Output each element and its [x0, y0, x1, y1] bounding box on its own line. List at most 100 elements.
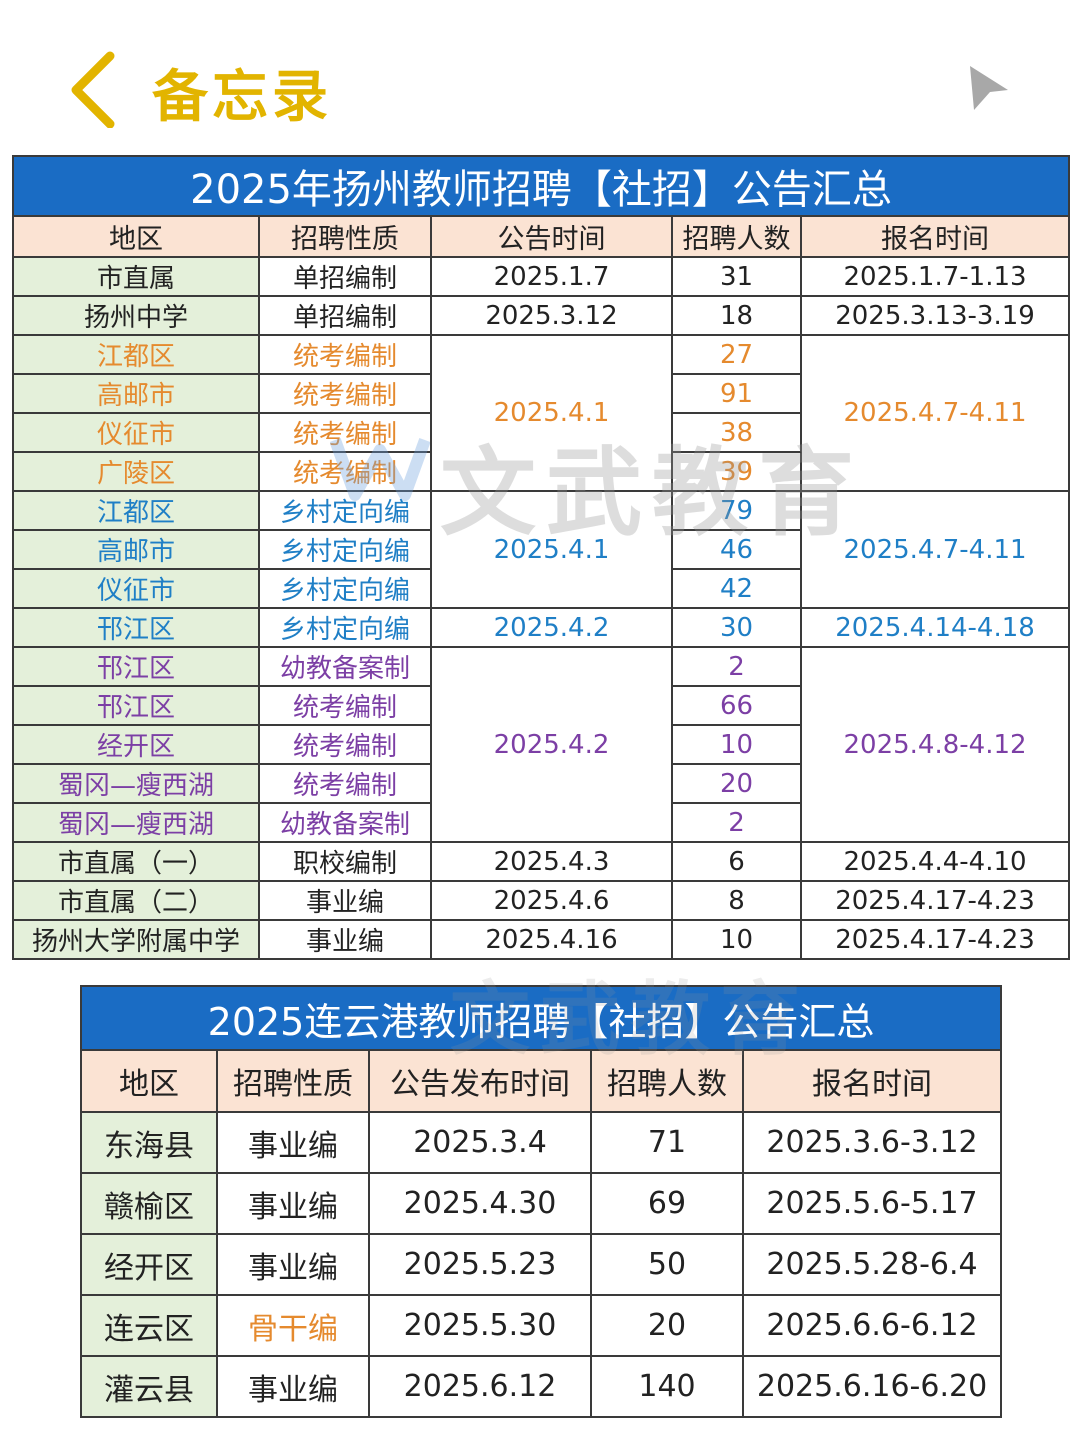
- region-cell: 仪征市: [12, 412, 260, 453]
- type-cell: 幼教备案制: [258, 802, 432, 843]
- announce-date-cell: 2025.4.30: [368, 1172, 592, 1235]
- signup-date-cell: 2025.3.6-3.12: [741, 1111, 1003, 1174]
- table-title: 2025年扬州教师招聘【社招】公告汇总: [11, 155, 1071, 217]
- announce-date-cell: 2025.5.23: [368, 1233, 592, 1296]
- region-cell: 蜀冈—瘦西湖: [12, 763, 260, 804]
- count-cell: 8: [671, 880, 802, 921]
- column-header: 招聘人数: [671, 215, 802, 258]
- column-header: 招聘性质: [258, 215, 432, 258]
- column-header: 报名时间: [799, 215, 1071, 258]
- table-row: 市直属 单招编制 2025.1.7 31 2025.1.7-1.13: [12, 256, 1071, 297]
- table-row: 市直属（一） 职校编制 2025.4.3 6 2025.4.4-4.10: [12, 841, 1071, 882]
- region-cell: 高邮市: [12, 373, 260, 414]
- type-cell: 乡村定向编: [258, 568, 432, 609]
- announce-date-cell: 2025.5.30: [368, 1294, 592, 1357]
- announce-date-cell: 2025.3.12: [430, 295, 673, 336]
- type-cell: 事业编: [216, 1111, 370, 1174]
- type-cell: 事业编: [216, 1355, 370, 1418]
- region-cell: 邗江区: [12, 646, 260, 687]
- type-cell: 统考编制: [258, 373, 432, 414]
- type-cell: 事业编: [216, 1172, 370, 1235]
- signup-date-cell: 2025.4.17-4.23: [799, 880, 1071, 921]
- region-cell: 扬州中学: [12, 295, 260, 336]
- column-header: 招聘人数: [590, 1049, 744, 1113]
- region-cell: 扬州大学附属中学: [12, 919, 260, 960]
- type-cell: 统考编制: [258, 763, 432, 804]
- table-header-row: 地区 招聘性质 公告时间 招聘人数 报名时间: [12, 215, 1071, 258]
- table-row: 仪征市 乡村定向编 42: [12, 568, 1069, 609]
- table-row: 高邮市 统考编制 91: [12, 373, 1069, 414]
- count-cell: 31: [671, 256, 802, 297]
- signup-date-cell: 2025.5.6-5.17: [741, 1172, 1003, 1235]
- announce-date-cell: 2025.4.1: [430, 490, 673, 609]
- region-cell: 江都区: [12, 490, 260, 531]
- announce-date-cell: 2025.4.1: [430, 334, 673, 492]
- count-cell: 69: [590, 1172, 744, 1235]
- signup-date-cell: 2025.4.7-4.11: [799, 334, 1071, 492]
- count-cell: 66: [671, 685, 802, 726]
- count-cell: 18: [671, 295, 802, 336]
- count-cell: 10: [671, 724, 802, 765]
- count-cell: 140: [590, 1355, 744, 1418]
- count-cell: 20: [590, 1294, 744, 1357]
- table-row: 仪征市 统考编制 38: [12, 412, 1069, 453]
- column-header: 报名时间: [741, 1049, 1003, 1113]
- page-title: 备忘录: [152, 65, 332, 130]
- type-cell: 单招编制: [258, 256, 432, 297]
- count-cell: 10: [671, 919, 802, 960]
- announce-date-cell: 2025.4.2: [430, 607, 673, 648]
- region-cell: 市直属（二）: [12, 880, 260, 921]
- type-cell: 骨干编: [216, 1294, 370, 1357]
- table-row: 邗江区 幼教备案制 2025.4.2 2 2025.4.8-4.12: [12, 646, 1071, 843]
- region-cell: 灌云县: [80, 1355, 218, 1418]
- region-cell: 广陵区: [12, 451, 260, 492]
- type-cell: 事业编: [258, 919, 432, 960]
- table-row: 扬州大学附属中学 事业编 2025.4.16 10 2025.4.17-4.23: [12, 919, 1071, 960]
- type-cell: 统考编制: [258, 451, 432, 492]
- signup-date-cell: 2025.6.6-6.12: [741, 1294, 1003, 1357]
- table-row: 赣榆区 事业编 2025.4.30 69 2025.5.6-5.17: [80, 1172, 1003, 1235]
- table-header-row: 地区 招聘性质 公告发布时间 招聘人数 报名时间: [80, 1049, 1003, 1113]
- table-row: 经开区 事业编 2025.5.23 50 2025.5.28-6.4: [80, 1233, 1003, 1296]
- count-cell: 71: [590, 1111, 744, 1174]
- type-cell: 统考编制: [258, 685, 432, 726]
- count-cell: 38: [671, 412, 802, 453]
- announce-date-cell: 2025.4.2: [430, 646, 673, 843]
- announce-date-cell: 2025.3.4: [368, 1111, 592, 1174]
- table-row: 江都区 乡村定向编 2025.4.1 79 2025.4.7-4.11: [12, 490, 1071, 609]
- count-cell: 50: [590, 1233, 744, 1296]
- region-cell: 市直属（一）: [12, 841, 260, 882]
- region-cell: 东海县: [80, 1111, 218, 1174]
- table-row: 邗江区 乡村定向编 2025.4.2 30 2025.4.14-4.18: [12, 607, 1071, 648]
- table-row: 蜀冈—瘦西湖 幼教备案制 2: [12, 802, 1069, 843]
- region-cell: 仪征市: [12, 568, 260, 609]
- type-cell: 统考编制: [258, 412, 432, 453]
- type-cell: 职校编制: [258, 841, 432, 882]
- region-cell: 蜀冈—瘦西湖: [12, 802, 260, 843]
- region-cell: 高邮市: [12, 529, 260, 570]
- signup-date-cell: 2025.4.14-4.18: [799, 607, 1071, 648]
- signup-date-cell: 2025.3.13-3.19: [799, 295, 1071, 336]
- region-cell: 赣榆区: [80, 1172, 218, 1235]
- table-row: 市直属（二） 事业编 2025.4.6 8 2025.4.17-4.23: [12, 880, 1071, 921]
- chevron-left-icon[interactable]: [60, 48, 130, 128]
- table-row: 邗江区 统考编制 66: [12, 685, 1069, 726]
- region-cell: 经开区: [80, 1233, 218, 1296]
- signup-date-cell: 2025.6.16-6.20: [741, 1355, 1003, 1418]
- type-cell: 幼教备案制: [258, 646, 432, 687]
- count-cell: 30: [671, 607, 802, 648]
- announce-date-cell: 2025.4.16: [430, 919, 673, 960]
- region-cell: 连云区: [80, 1294, 218, 1357]
- count-cell: 2: [671, 802, 802, 843]
- count-cell: 79: [671, 490, 802, 531]
- column-header: 招聘性质: [216, 1049, 370, 1113]
- region-cell: 邗江区: [12, 607, 260, 648]
- type-cell: 统考编制: [258, 724, 432, 765]
- table-row: 经开区 统考编制 10: [12, 724, 1069, 765]
- region-cell: 市直属: [12, 256, 260, 297]
- type-cell: 统考编制: [258, 334, 432, 375]
- share-arrow-icon[interactable]: [960, 60, 1016, 116]
- signup-date-cell: 2025.5.28-6.4: [741, 1233, 1003, 1296]
- region-cell: 邗江区: [12, 685, 260, 726]
- table-title: 2025连云港教师招聘【社招】公告汇总: [79, 985, 1003, 1051]
